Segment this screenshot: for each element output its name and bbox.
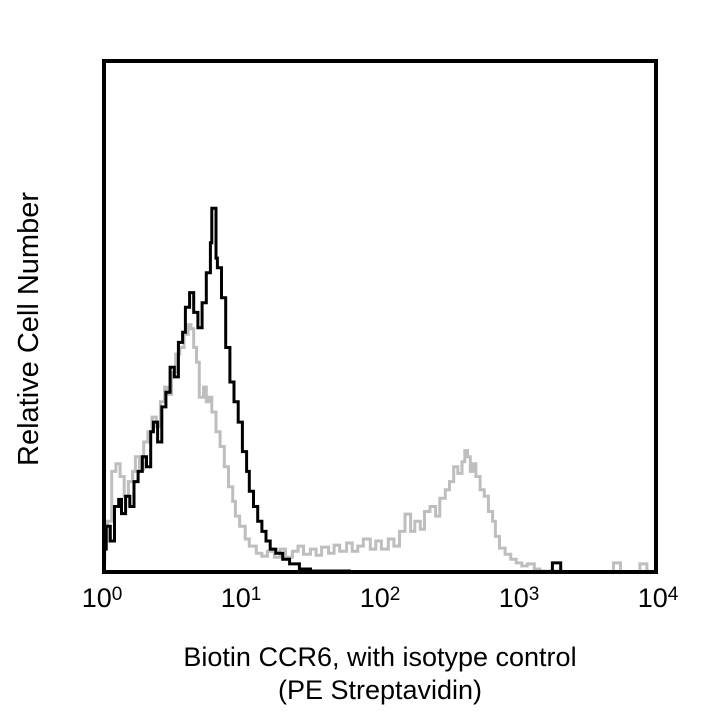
x-axis-caption: Biotin CCR6, with isotype control (PE St… bbox=[102, 641, 658, 707]
x-tick-exponent: 1 bbox=[250, 584, 262, 605]
x-tick-label: 100 bbox=[82, 583, 123, 614]
x-axis-ticks: 100 101 102 103 104 bbox=[0, 583, 720, 619]
x-tick-exponent: 0 bbox=[111, 584, 123, 605]
x-tick-base: 10 bbox=[220, 583, 251, 613]
x-tick-base: 10 bbox=[81, 583, 112, 613]
x-tick-exponent: 3 bbox=[528, 584, 540, 605]
x-tick-label: 103 bbox=[499, 583, 540, 614]
ccr6-trace bbox=[102, 323, 658, 574]
x-tick-label: 104 bbox=[638, 583, 679, 614]
x-tick-label: 101 bbox=[221, 583, 262, 614]
x-tick-exponent: 2 bbox=[389, 584, 401, 605]
x-tick-label: 102 bbox=[360, 583, 401, 614]
x-tick-base: 10 bbox=[637, 583, 668, 613]
trace-group bbox=[102, 206, 658, 574]
x-tick-base: 10 bbox=[498, 583, 529, 613]
caption-line-1: Biotin CCR6, with isotype control bbox=[183, 642, 577, 672]
caption-line-2: (PE Streptavidin) bbox=[277, 675, 483, 705]
plot-border bbox=[102, 59, 658, 574]
x-tick-base: 10 bbox=[359, 583, 390, 613]
x-tick-exponent: 4 bbox=[667, 584, 679, 605]
isotype-control-trace bbox=[102, 206, 658, 574]
